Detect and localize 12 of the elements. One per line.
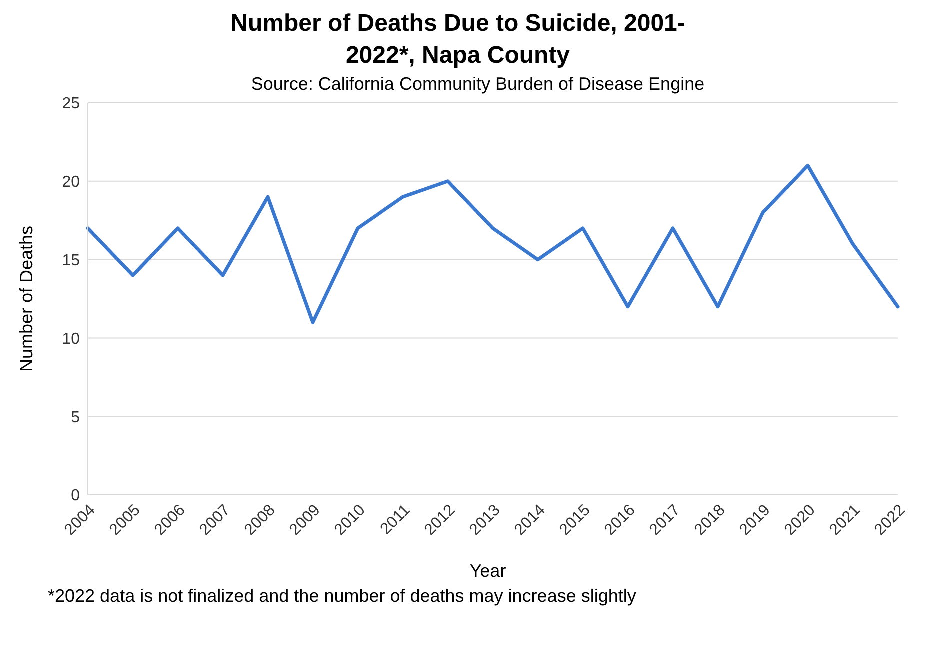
y-axis-title: Number of Deaths — [16, 226, 36, 372]
y-tick-label: 0 — [71, 488, 80, 505]
line-series — [86, 164, 900, 324]
chart-subtitle: Source: California Community Burden of Disease Engine — [250, 74, 706, 95]
x-axis-title: Year — [468, 561, 508, 582]
chart-title: Number of Deaths Due to Suicide, 2001-2022*, Napa County — [230, 9, 686, 71]
y-tick-label: 10 — [62, 330, 80, 348]
y-tick-label: 15 — [62, 252, 80, 270]
text: *2022 data is not finalized and the number of deaths may increase slightly — [48, 586, 638, 607]
y-tick-label: 5 — [71, 409, 80, 426]
y-tick-label: 25 — [62, 96, 80, 113]
y-tick-label: 20 — [62, 174, 80, 192]
